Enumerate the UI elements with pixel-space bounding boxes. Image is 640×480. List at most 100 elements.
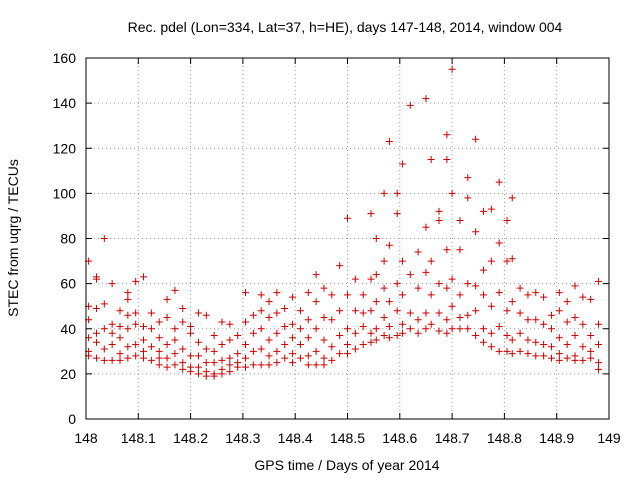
data-point [579, 320, 587, 328]
data-point [234, 332, 242, 340]
data-point [100, 345, 108, 353]
data-point [344, 291, 351, 299]
data-point [124, 295, 132, 303]
data-point [273, 359, 281, 367]
y-tick-label: 40 [60, 321, 76, 337]
data-point [124, 343, 132, 351]
data-point [532, 289, 540, 297]
data-point [92, 304, 100, 312]
data-point [587, 354, 595, 362]
data-point [398, 329, 406, 337]
data-point [116, 334, 124, 342]
data-point [524, 350, 532, 358]
data-point [487, 257, 495, 265]
data-point [179, 304, 187, 312]
data-point [380, 313, 388, 321]
data-point [503, 216, 511, 224]
data-point [304, 361, 312, 369]
data-point [508, 336, 516, 344]
data-point [132, 320, 140, 328]
data-point [516, 309, 524, 317]
data-point [320, 284, 328, 292]
data-point [187, 322, 195, 330]
data-point [479, 338, 487, 346]
data-point [249, 311, 257, 319]
data-point [487, 329, 495, 337]
data-point [547, 311, 555, 319]
data-point [427, 257, 435, 265]
data-point [495, 347, 503, 355]
data-point [372, 325, 380, 333]
data-point [265, 298, 273, 306]
data-point [595, 341, 603, 349]
x-tick-label: 148.7 [435, 430, 470, 446]
data-point [155, 361, 163, 369]
data-point [194, 309, 202, 317]
data-point [464, 280, 472, 288]
chart-title: Rec. pdel (Lon=334, Lat=37, h=HE), days … [128, 19, 563, 35]
data-point [171, 286, 179, 294]
data-point [435, 280, 443, 288]
data-point [312, 271, 320, 279]
data-point [242, 318, 250, 326]
data-point [372, 298, 380, 306]
data-point [273, 309, 281, 317]
data-point [380, 257, 388, 265]
data-point [265, 361, 273, 369]
data-point [532, 352, 540, 360]
data-point [296, 354, 304, 362]
data-point [579, 293, 587, 301]
data-point [487, 343, 495, 351]
y-tick-label: 20 [60, 366, 76, 382]
x-tick-label: 148.1 [121, 430, 156, 446]
data-point [210, 332, 218, 340]
data-point [385, 298, 393, 306]
data-point [320, 354, 328, 362]
data-point [140, 273, 148, 281]
data-point [579, 356, 587, 364]
data-points [85, 65, 603, 380]
data-point [265, 336, 273, 344]
data-point [257, 345, 265, 353]
data-point [100, 356, 108, 364]
data-point [304, 352, 312, 360]
data-point [508, 350, 516, 358]
y-axis-label: STEC from uqrg / TECUs [5, 159, 21, 317]
data-point [587, 332, 595, 340]
data-point [210, 347, 218, 355]
data-point [443, 131, 451, 139]
data-point [132, 341, 140, 349]
data-point [443, 284, 451, 292]
data-point [435, 207, 443, 215]
data-point [367, 210, 375, 218]
data-point [351, 345, 359, 353]
data-point [516, 347, 524, 355]
y-tick-label: 120 [53, 140, 77, 156]
data-point [579, 343, 587, 351]
data-point [351, 307, 359, 315]
data-point [147, 325, 155, 333]
data-point [226, 368, 234, 376]
data-point [179, 318, 187, 326]
data-point [414, 284, 422, 292]
data-point [296, 341, 304, 349]
data-point [108, 341, 116, 349]
data-point [414, 329, 422, 337]
data-point [508, 255, 516, 263]
data-point [116, 350, 124, 358]
data-point [124, 325, 132, 333]
data-point [336, 332, 344, 340]
data-point [296, 325, 304, 333]
data-point [116, 307, 124, 315]
data-point [218, 370, 226, 378]
data-point [524, 316, 532, 324]
data-point [503, 332, 511, 340]
data-point [155, 318, 163, 326]
data-point [289, 320, 297, 328]
data-point [328, 356, 336, 364]
data-point [218, 341, 226, 349]
data-point [273, 289, 281, 297]
data-point [508, 194, 516, 202]
data-point [422, 268, 430, 276]
data-point [372, 235, 380, 242]
